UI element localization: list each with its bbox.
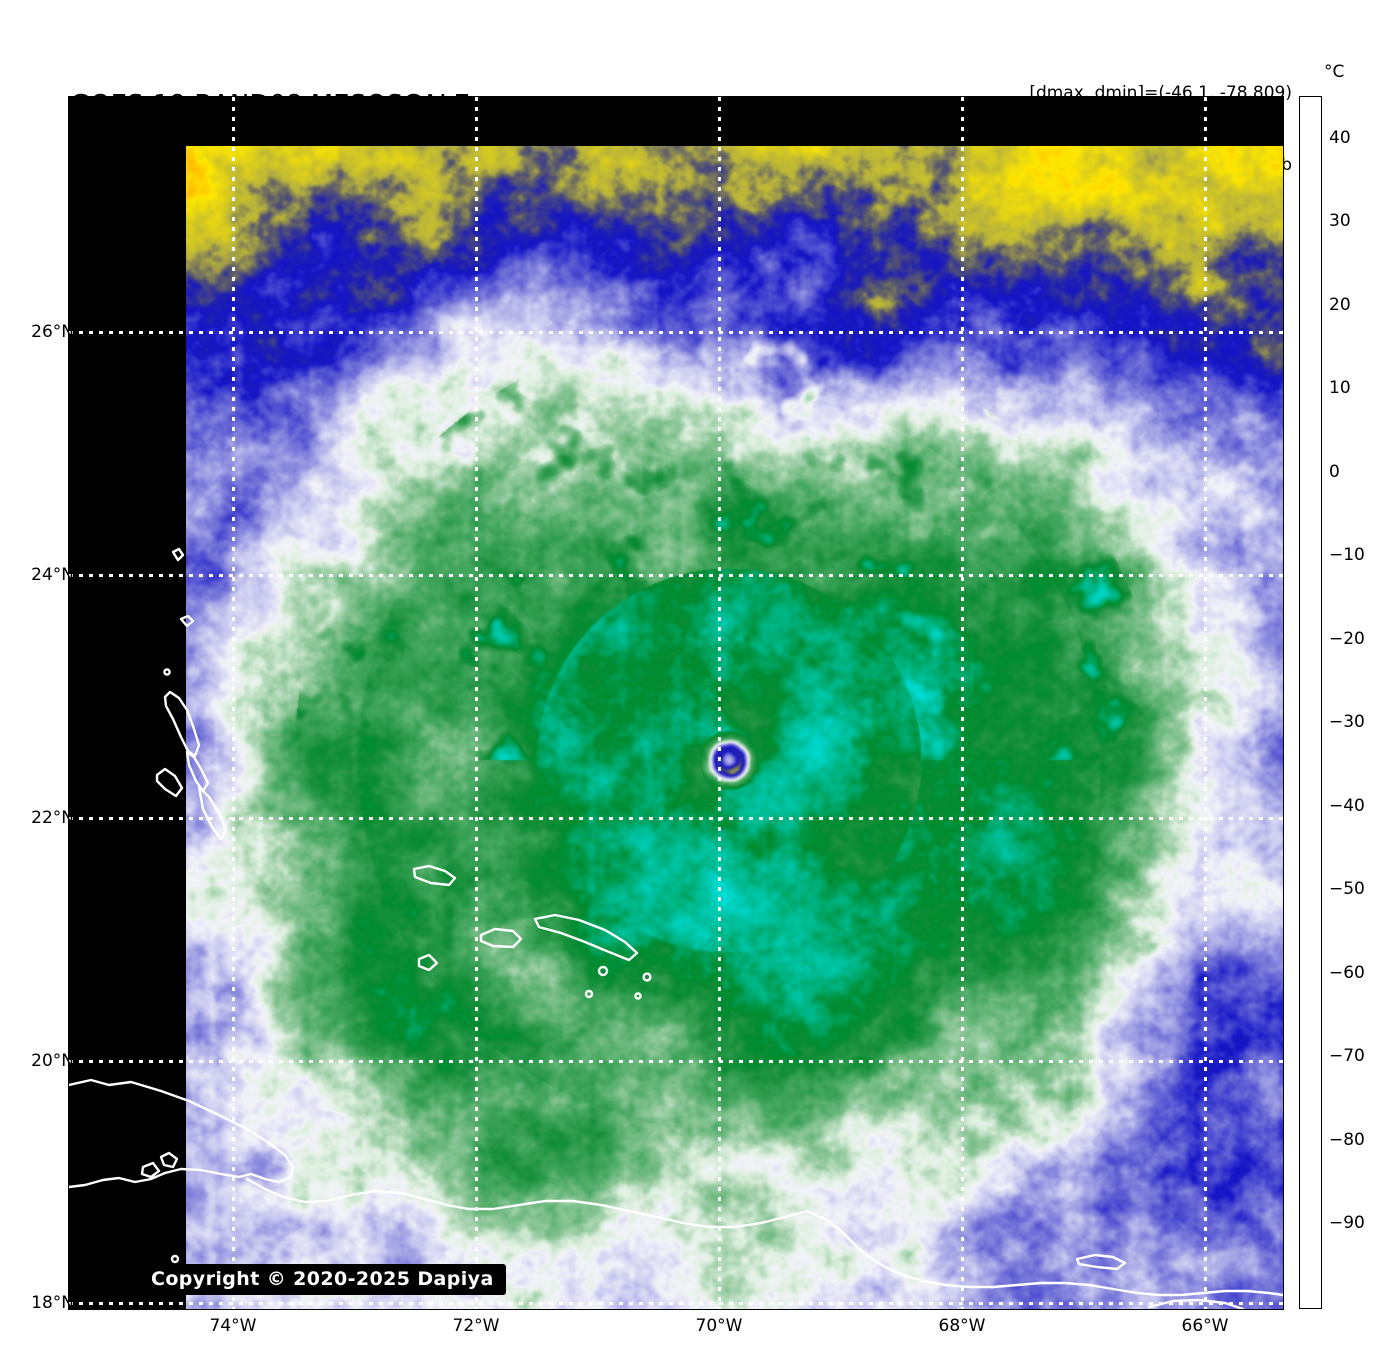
colorbar-tick-minus50: −50 [1329,879,1365,900]
ytick-24N: 24°N [31,565,74,585]
ytick-26N: 26°N [31,322,74,342]
xtick-70W: 70°W [695,1316,743,1336]
colorbar-tick-minus10: −10 [1329,545,1365,566]
copyright-badge: Copyright © 2020-2025 Dapiya [139,1264,506,1295]
colorbar-tick-minus20: −20 [1329,628,1365,649]
ytick-20N: 20°N [31,1051,74,1071]
satellite-imagery-canvas [186,146,1283,1309]
colorbar-tick-minus70: −70 [1329,1046,1365,1067]
xtick-72W: 72°W [452,1316,500,1336]
ytick-22N: 22°N [31,808,74,828]
satellite-image-area [186,146,1283,1309]
colorbar-tick-30: 30 [1329,211,1351,232]
colorbar-tick-40: 40 [1329,127,1351,148]
colorbar [1299,96,1322,1309]
colorbar-tick-20: 20 [1329,294,1351,315]
coastline-overlay [69,547,1283,1309]
colorbar-tick-10: 10 [1329,378,1351,399]
colorbar-unit-label: °C [1324,62,1345,82]
colorbar-tick-0: 0 [1329,461,1340,482]
xtick-74W: 74°W [209,1316,257,1336]
xtick-66W: 66°W [1181,1316,1229,1336]
xtick-68W: 68°W [938,1316,986,1336]
ytick-18N: 18°N [31,1293,74,1313]
colorbar-tick-minus30: −30 [1329,712,1365,733]
satellite-plot: Copyright © 2020-2025 Dapiya [68,96,1284,1310]
colorbar-tick-minus80: −80 [1329,1129,1365,1150]
colorbar-tick-minus60: −60 [1329,962,1365,983]
colorbar-tick-minus90: −90 [1329,1213,1365,1234]
colorbar-tick-minus40: −40 [1329,795,1365,816]
